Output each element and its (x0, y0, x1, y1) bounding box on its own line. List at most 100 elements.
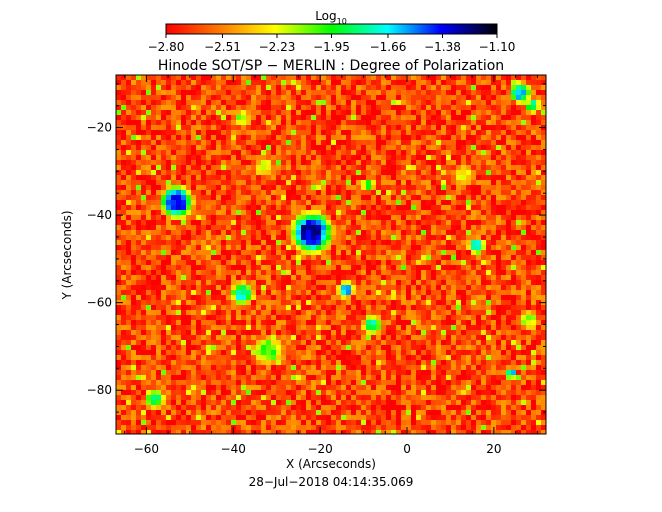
heatmap-cell (251, 220, 256, 225)
heatmap-cell (231, 85, 236, 90)
heatmap-cell (226, 160, 231, 165)
heatmap-cell (261, 270, 266, 275)
heatmap-cell (126, 150, 131, 155)
heatmap-cell (151, 75, 156, 80)
heatmap-cell (331, 320, 336, 325)
heatmap-cell (206, 185, 211, 190)
heatmap-cell (331, 90, 336, 95)
heatmap-cell (471, 360, 476, 365)
heatmap-cell (481, 120, 486, 125)
heatmap-cell (191, 205, 196, 210)
heatmap-cell (281, 300, 286, 305)
heatmap-cell (481, 150, 486, 155)
heatmap-cell (481, 125, 486, 130)
heatmap-cell (301, 215, 306, 220)
heatmap-cell (316, 235, 321, 240)
heatmap-cell (426, 95, 431, 100)
heatmap-cell (491, 145, 496, 150)
heatmap-cell (136, 105, 141, 110)
heatmap-cell (156, 90, 161, 95)
heatmap-cell (476, 205, 481, 210)
heatmap-cell (231, 145, 236, 150)
heatmap-cell (456, 210, 461, 215)
heatmap-cell (361, 140, 366, 145)
heatmap-cell (201, 195, 206, 200)
heatmap-cell (491, 345, 496, 350)
heatmap-cell (531, 130, 536, 135)
heatmap-cell (211, 115, 216, 120)
heatmap-cell (486, 265, 491, 270)
heatmap-cell (426, 280, 431, 285)
heatmap-cell (336, 295, 341, 300)
heatmap-cell (201, 235, 206, 240)
heatmap-cell (426, 340, 431, 345)
heatmap-cell (306, 215, 311, 220)
heatmap-cell (401, 260, 406, 265)
heatmap-cell (241, 170, 246, 175)
heatmap-cell (456, 90, 461, 95)
heatmap-cell (341, 270, 346, 275)
heatmap-cell (261, 220, 266, 225)
heatmap-cell (306, 170, 311, 175)
heatmap-cell (231, 330, 236, 335)
heatmap-cell (196, 175, 201, 180)
heatmap-cell (406, 160, 411, 165)
heatmap-cell (126, 175, 131, 180)
heatmap-cell (411, 90, 416, 95)
heatmap-cell (216, 305, 221, 310)
heatmap-cell (271, 150, 276, 155)
heatmap-cell (376, 75, 381, 80)
heatmap-cell (416, 135, 421, 140)
heatmap-cell (341, 85, 346, 90)
heatmap-cell (131, 250, 136, 255)
heatmap-cell (256, 130, 261, 135)
heatmap-cell (471, 225, 476, 230)
heatmap-cell (216, 180, 221, 185)
heatmap-cell (311, 305, 316, 310)
heatmap-cell (126, 195, 131, 200)
heatmap-cell (446, 275, 451, 280)
heatmap-cell (486, 340, 491, 345)
heatmap-cell (356, 310, 361, 315)
heatmap-cell (531, 170, 536, 175)
heatmap-cell (541, 220, 546, 225)
heatmap-cell (191, 225, 196, 230)
heatmap-cell (191, 100, 196, 105)
heatmap-cell (246, 195, 251, 200)
heatmap-cell (236, 125, 241, 130)
heatmap-cell (476, 345, 481, 350)
heatmap-cell (426, 165, 431, 170)
heatmap-cell (481, 205, 486, 210)
heatmap-cell (181, 185, 186, 190)
heatmap-cell (531, 85, 536, 90)
heatmap-cell (296, 315, 301, 320)
heatmap-cell (191, 105, 196, 110)
heatmap-cell (246, 165, 251, 170)
heatmap-cell (361, 300, 366, 305)
heatmap-cell (386, 295, 391, 300)
heatmap-cell (476, 230, 481, 235)
heatmap-cell (446, 185, 451, 190)
heatmap-cell (176, 195, 181, 200)
heatmap-cell (276, 165, 281, 170)
heatmap-cell (226, 235, 231, 240)
heatmap-cell (351, 245, 356, 250)
heatmap-cell (526, 350, 531, 355)
heatmap-cell (271, 290, 276, 295)
heatmap-cell (226, 100, 231, 105)
heatmap-cell (131, 90, 136, 95)
heatmap-cell (136, 180, 141, 185)
heatmap-cell (266, 90, 271, 95)
heatmap-cell (521, 240, 526, 245)
heatmap-cell (541, 120, 546, 125)
heatmap-cell (326, 170, 331, 175)
heatmap-cell (131, 330, 136, 335)
heatmap-cell (301, 265, 306, 270)
heatmap-cell (281, 170, 286, 175)
heatmap-cell (256, 150, 261, 155)
heatmap-cell (456, 165, 461, 170)
heatmap-cell (416, 250, 421, 255)
heatmap-cell (176, 340, 181, 345)
heatmap-cell (416, 85, 421, 90)
heatmap-cell (491, 335, 496, 340)
